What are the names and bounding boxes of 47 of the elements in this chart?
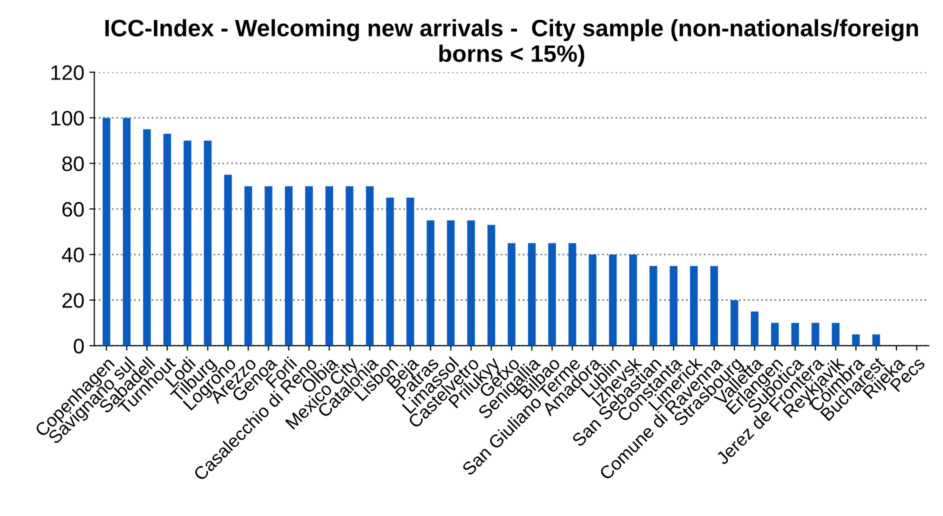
- bar: [791, 322, 800, 346]
- y-tick-label: 40: [62, 248, 84, 262]
- y-tick-label: 120: [51, 65, 84, 80]
- bar: [264, 186, 272, 346]
- bar: [872, 334, 880, 346]
- y-tick-label: 100: [51, 110, 84, 126]
- bar: [143, 129, 151, 346]
- bar: [771, 322, 779, 346]
- bar: [609, 254, 617, 346]
- bar: [730, 300, 738, 346]
- bar: [244, 186, 252, 346]
- bar: [163, 134, 172, 346]
- bar: [446, 220, 455, 346]
- bar: [690, 266, 698, 346]
- bar: [710, 266, 718, 346]
- bar: [548, 243, 556, 346]
- bar: [467, 220, 475, 346]
- bar: [346, 186, 354, 346]
- bar: [366, 186, 374, 346]
- bar: [832, 322, 840, 346]
- bar: [650, 266, 658, 346]
- bar: [406, 198, 414, 346]
- bar: [224, 174, 232, 346]
- bar: [852, 334, 860, 346]
- bar: [284, 186, 293, 346]
- bar: [528, 243, 536, 346]
- y-tick-label: 20: [62, 293, 84, 308]
- bar: [568, 243, 576, 346]
- bar: [204, 140, 212, 346]
- y-tick-label: 60: [62, 202, 84, 217]
- bar: [487, 224, 496, 346]
- bar: [426, 220, 434, 346]
- y-tick-label: 80: [62, 156, 84, 172]
- bar: [386, 198, 394, 346]
- bar: [750, 312, 758, 346]
- chart-title: ICC-Index - Welcoming new arrivals - City sample (non-nationals/foreign borns < 15%): [105, 19, 918, 67]
- y-tick-label: 0: [74, 338, 84, 354]
- bar: [670, 266, 678, 346]
- bar: [122, 118, 131, 346]
- bar: [588, 254, 596, 346]
- bar: [184, 140, 192, 346]
- bar: [102, 118, 110, 346]
- bar: [629, 254, 637, 346]
- bar: [508, 243, 516, 346]
- bar: [325, 186, 334, 346]
- bar: [305, 186, 313, 346]
- bar: [812, 322, 820, 346]
